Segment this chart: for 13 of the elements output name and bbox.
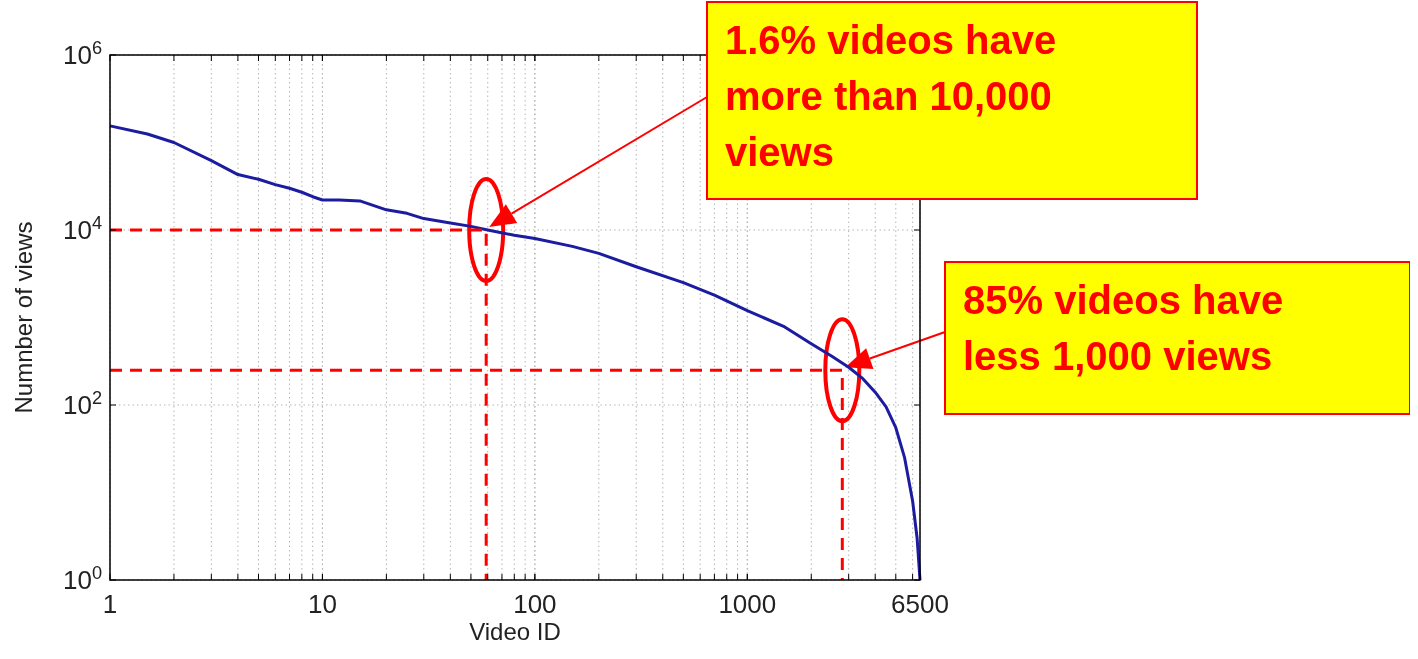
y-tick-label: 10$^{4}$ [62,213,102,245]
annotation: 1.6% videos have more than 10,000 views [725,18,1057,174]
y-tick-label: 10$^{6}$ [62,38,102,70]
text: 85% videos have less 1,000 views [963,278,1284,378]
x-axis-title: Video ID [469,618,561,645]
x-tick-label: 6500 [891,589,949,619]
y-tick-label: 10$^{2}$ [62,388,102,420]
x-tick-label: 1 [102,589,118,619]
y-axis-title: Numnber of views [10,221,37,414]
x-tick-label: 10 [307,589,337,619]
y-tick-label: 10$^{0}$ [62,563,102,595]
x-tick-label: 100 [513,589,557,619]
x-tick-label: 1000 [718,589,777,619]
